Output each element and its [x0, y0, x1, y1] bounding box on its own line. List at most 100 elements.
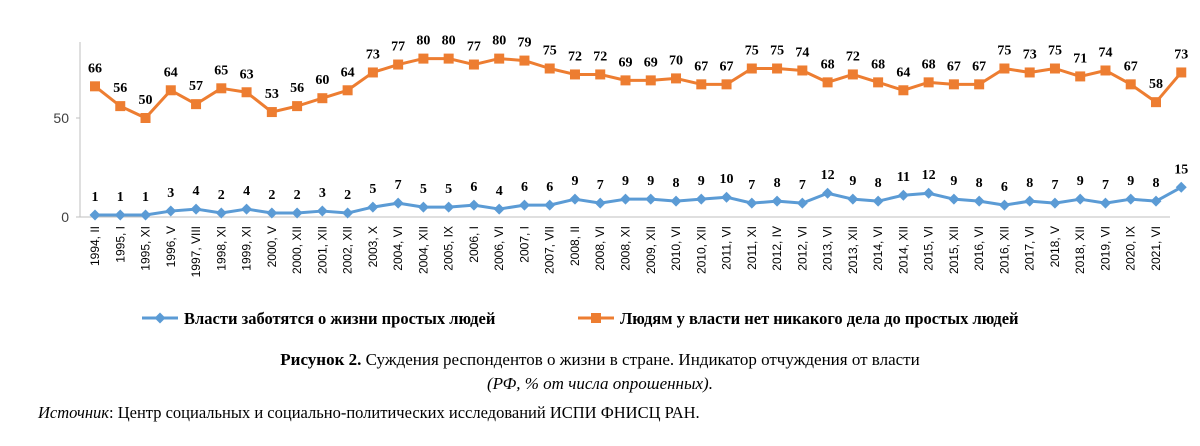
data-point [89, 209, 101, 221]
y-tick-label: 0 [61, 209, 69, 225]
data-label: 8 [673, 176, 680, 191]
data-label: 60 [315, 73, 329, 88]
y-tick-label: 50 [53, 110, 69, 126]
data-label: 4 [193, 184, 200, 199]
data-point [797, 65, 808, 76]
data-label: 7 [1051, 178, 1058, 193]
data-label: 2 [218, 188, 225, 203]
data-label: 77 [391, 40, 405, 55]
data-label: 8 [1026, 176, 1033, 191]
data-point [1125, 79, 1136, 90]
data-point [1100, 65, 1111, 76]
data-label: 68 [821, 57, 835, 72]
data-point [796, 197, 808, 209]
legend-item: Людям у власти нет никакого дела до прос… [578, 309, 1019, 328]
data-point [468, 199, 480, 211]
data-point [1074, 193, 1086, 205]
data-point [872, 195, 884, 207]
data-label: 1 [142, 190, 149, 205]
data-label: 69 [644, 55, 658, 70]
data-point [594, 197, 606, 209]
data-point [696, 79, 707, 90]
data-label: 58 [1149, 77, 1163, 92]
data-point [140, 113, 151, 123]
data-label: 63 [240, 67, 254, 82]
data-point [948, 193, 960, 205]
data-label: 67 [947, 59, 961, 74]
data-label: 57 [189, 79, 203, 94]
data-point [746, 63, 757, 74]
data-label: 8 [774, 176, 781, 191]
legend-label: Людям у власти нет никакого дела до прос… [620, 309, 1019, 328]
data-point [165, 205, 177, 217]
data-label: 9 [698, 174, 705, 189]
data-label: 64 [341, 65, 355, 80]
data-label: 75 [1048, 44, 1062, 59]
data-label: 12 [821, 168, 835, 183]
data-point [1150, 195, 1162, 207]
data-label: 4 [243, 184, 250, 199]
data-label: 56 [290, 81, 304, 96]
data-label: 7 [799, 178, 806, 193]
x-tick-label: 2002, XII [341, 226, 355, 274]
data-point [216, 83, 227, 94]
data-label: 6 [470, 180, 477, 195]
data-point [90, 81, 100, 92]
data-label: 73 [366, 47, 380, 62]
data-point [1151, 97, 1161, 108]
data-label: 80 [416, 34, 430, 49]
data-point [772, 63, 783, 74]
x-tick-labels: 1994, II 1995, I 1995, XI 1996, V 1997, VIII… [88, 226, 1163, 277]
data-label: 74 [1098, 45, 1112, 60]
data-point [1175, 181, 1187, 193]
data-point [266, 107, 277, 118]
data-point [494, 53, 505, 64]
data-label: 9 [1127, 174, 1134, 189]
data-point [1075, 71, 1086, 82]
x-tick-label: 1995, I [113, 226, 127, 263]
legend-marker [154, 312, 166, 324]
x-tick-label: 2004, VI [391, 226, 405, 271]
data-point [569, 193, 581, 205]
data-label: 68 [922, 57, 936, 72]
data-point [291, 207, 303, 219]
data-point [746, 197, 758, 209]
data-label: 9 [571, 174, 578, 189]
data-point [367, 201, 379, 213]
data-point [317, 93, 328, 104]
data-point [897, 189, 909, 201]
data-point [822, 77, 833, 88]
data-label: 15 [1174, 162, 1188, 177]
data-point [595, 69, 606, 80]
data-point [948, 79, 959, 90]
data-point [771, 195, 783, 207]
x-tick-label: 2010, VI [669, 226, 683, 271]
data-point [998, 199, 1010, 211]
series-layer: 1 1 1 3 4 2 4 2 2 3 2 5 7 5 5 6 4 6 6 9 7 9 9 8 9 10 7 8 712 9 8 11 12 9 8… [88, 34, 1188, 221]
data-point [923, 187, 935, 199]
series-line [95, 185, 1182, 217]
x-tick-label: 2015, XII [947, 226, 961, 274]
data-point [393, 59, 404, 70]
data-point [165, 85, 176, 96]
x-tick-label: 2012, VI [795, 226, 809, 271]
x-tick-label: 1995, XI [139, 226, 153, 271]
data-label: 3 [167, 186, 174, 201]
data-label: 11 [897, 170, 910, 185]
data-label: 6 [521, 180, 528, 195]
x-tick-label: 2008, II [568, 226, 582, 266]
data-label: 67 [694, 59, 708, 74]
data-label: 10 [720, 172, 734, 187]
y-tick-labels: 0 50 [53, 110, 80, 225]
data-point [518, 199, 530, 211]
x-tick-label: 2018, XII [1073, 226, 1087, 274]
data-point [266, 207, 278, 219]
data-label: 4 [496, 184, 503, 199]
data-point [417, 201, 429, 213]
data-label: 9 [950, 174, 957, 189]
series-line [94, 57, 1183, 120]
data-point [292, 101, 303, 112]
x-tick-label: 2001, XII [315, 226, 329, 274]
data-point [115, 101, 126, 112]
data-point [468, 59, 479, 70]
